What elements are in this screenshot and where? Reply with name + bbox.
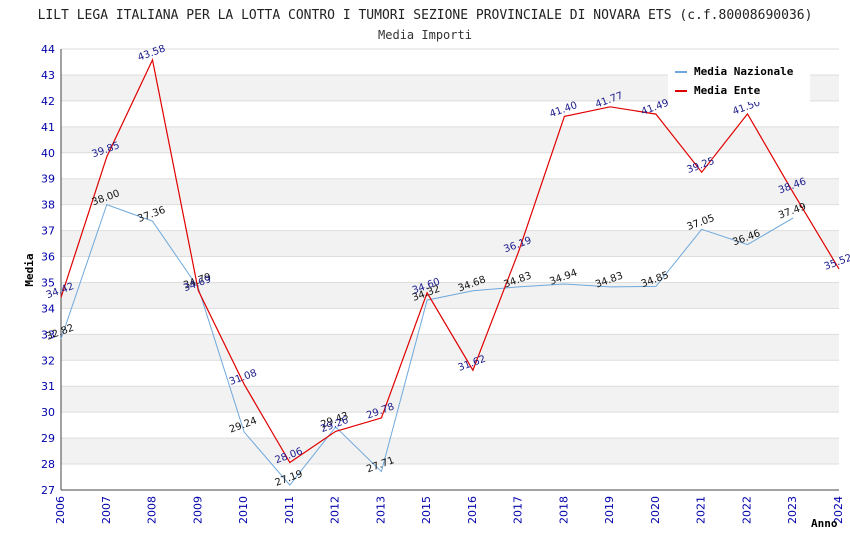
- y-tick-label: 34: [41, 302, 55, 315]
- grid-bands: [61, 74, 839, 465]
- legend-label-media-ente: Media Ente: [694, 84, 761, 97]
- y-axis-ticks: 27 28 29 30 31 32 33 34 35 36 37 38 39 40 41 42 43 44: [41, 43, 55, 497]
- grid-band: [61, 178, 839, 205]
- x-tick-label: 2021: [695, 496, 708, 524]
- y-tick-label: 30: [41, 406, 55, 419]
- x-tick-label: 2019: [603, 496, 616, 524]
- x-tick-label: 2018: [557, 496, 570, 524]
- data-label: 29.24: [228, 415, 259, 435]
- y-tick-label: 31: [41, 380, 55, 393]
- x-tick-label: 2017: [512, 496, 525, 524]
- series-lines: [60, 57, 840, 486]
- data-labels: 32.8238.0037.3634.7929.2427.1929.4327.71…: [45, 43, 850, 488]
- x-tick-label: 2015: [420, 496, 433, 524]
- y-tick-label: 42: [41, 95, 55, 108]
- y-tick-label: 35: [41, 276, 55, 289]
- grid-band: [61, 230, 839, 257]
- legend-box: [668, 60, 810, 102]
- chart-subtitle: Media Importi: [378, 28, 472, 42]
- x-axis-ticks: 2006 2007 2008 2009 2010 2011 2012 2013 2015 2016…: [54, 496, 845, 524]
- x-axis-label: Anno: [811, 517, 838, 530]
- x-tick-label: 2024: [832, 496, 845, 524]
- grid-band: [61, 386, 839, 413]
- x-tick-label: 2023: [786, 496, 799, 524]
- y-tick-label: 41: [41, 121, 55, 134]
- legend: Media Nazionale Media Ente: [668, 60, 810, 102]
- x-tick-label: 2016: [466, 496, 479, 524]
- x-tick-label: 2008: [146, 496, 159, 524]
- grid-lines: [61, 48, 839, 491]
- y-tick-label: 40: [41, 147, 55, 160]
- x-tick-label: 2012: [329, 496, 342, 524]
- x-tick-label: 2013: [374, 496, 387, 524]
- data-label: 39.25: [686, 156, 717, 176]
- x-tick-label: 2022: [740, 496, 753, 524]
- y-tick-label: 29: [41, 432, 55, 445]
- data-label: 37.36: [136, 205, 167, 225]
- y-tick-label: 36: [41, 251, 55, 264]
- x-tick-label: 2020: [649, 496, 662, 524]
- grid-band: [61, 334, 839, 361]
- series-line-media-ente: [60, 57, 840, 464]
- y-tick-label: 38: [41, 199, 55, 212]
- y-tick-label: 28: [41, 458, 55, 471]
- y-tick-label: 27: [41, 484, 55, 497]
- y-tick-label: 43: [41, 69, 55, 82]
- y-tick-label: 33: [41, 328, 55, 341]
- y-tick-label: 32: [41, 354, 55, 367]
- x-tick-label: 2009: [191, 496, 204, 524]
- x-tick-label: 2007: [100, 496, 113, 524]
- x-tick-label: 2011: [283, 496, 296, 524]
- grid-band: [61, 126, 839, 153]
- y-tick-label: 44: [41, 43, 55, 56]
- y-axis-label: Media: [23, 253, 36, 286]
- y-tick-label: 39: [41, 173, 55, 186]
- series-line-media-nazionale: [60, 203, 794, 486]
- x-tick-label: 2006: [54, 496, 67, 524]
- data-label: 31.08: [228, 368, 259, 388]
- y-tick-label: 37: [41, 225, 55, 238]
- x-tick-label: 2010: [237, 496, 250, 524]
- legend-label-media-nazionale: Media Nazionale: [694, 65, 794, 78]
- chart-title: LILT LEGA ITALIANA PER LA LOTTA CONTRO I…: [38, 8, 813, 23]
- grid-band: [61, 438, 839, 465]
